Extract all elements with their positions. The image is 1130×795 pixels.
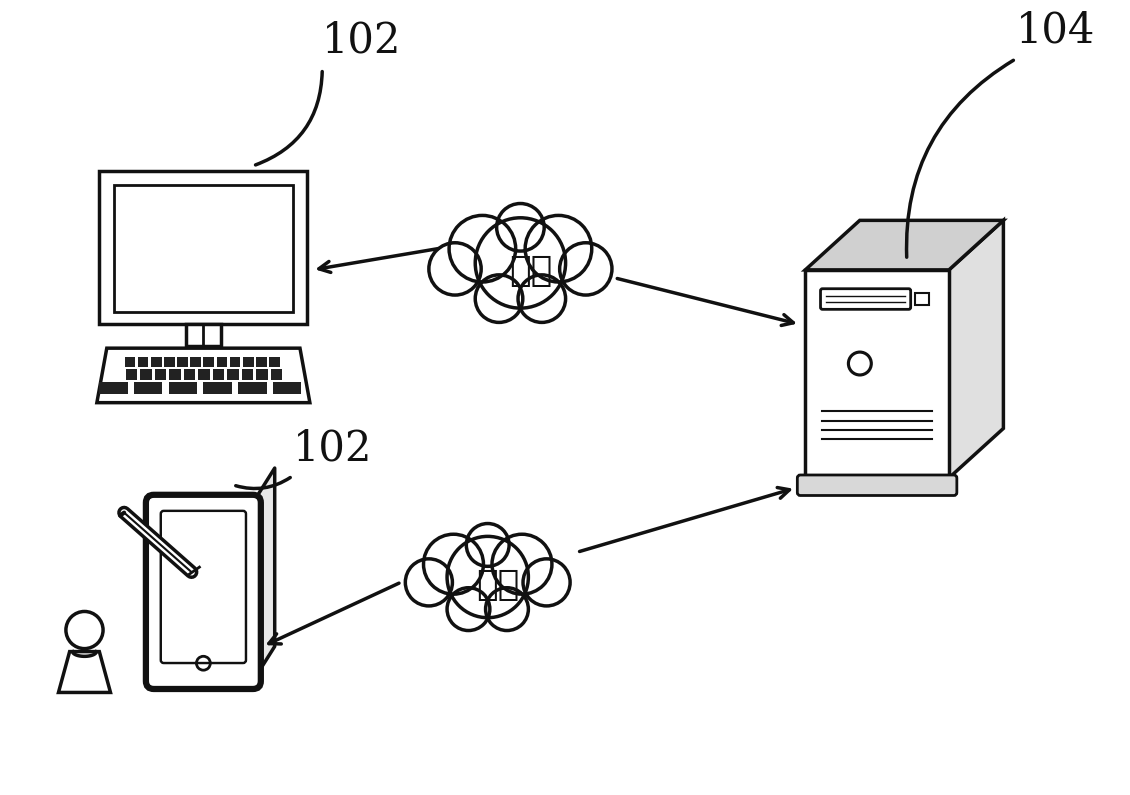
Polygon shape [59,652,111,692]
Circle shape [447,588,490,630]
Bar [203,382,232,394]
Text: 102: 102 [322,20,402,62]
Bar [238,382,267,394]
Bar [190,357,201,367]
Text: 网络: 网络 [476,568,520,602]
Bar [138,357,148,367]
Ellipse shape [455,231,585,308]
Bar [186,324,220,346]
Bar [150,357,162,367]
Circle shape [467,524,510,566]
Bar [99,382,128,394]
Polygon shape [97,348,310,402]
Bar [212,370,225,380]
FancyBboxPatch shape [820,289,911,309]
Bar [227,370,238,380]
Circle shape [476,275,523,323]
Bar [140,370,151,380]
Bar [170,370,181,380]
Circle shape [559,242,612,295]
Bar [229,357,241,367]
Circle shape [429,242,481,295]
Circle shape [424,534,484,594]
Circle shape [486,588,529,630]
Bar [270,370,282,380]
FancyBboxPatch shape [798,475,957,495]
Bar [168,382,197,394]
Bar [243,357,253,367]
Text: 104: 104 [1016,10,1095,52]
Polygon shape [949,220,1003,478]
Circle shape [525,215,592,282]
Circle shape [518,275,566,323]
Polygon shape [806,220,1003,270]
Bar [124,357,136,367]
Circle shape [476,218,566,308]
Circle shape [66,611,103,649]
Circle shape [449,215,515,282]
Bar [203,357,215,367]
Ellipse shape [429,548,547,617]
Bar [255,357,267,367]
Circle shape [497,204,545,251]
Bar [257,370,268,380]
Text: 102: 102 [293,427,372,469]
Bar [198,370,210,380]
Circle shape [492,534,551,594]
Bar [125,370,138,380]
Circle shape [406,559,452,606]
Bar [914,293,929,305]
Bar [164,357,175,367]
Bar [183,370,195,380]
Bar [217,357,227,367]
Text: 网络: 网络 [508,254,551,288]
Bar [269,357,280,367]
Bar [242,370,253,380]
Bar [155,370,166,380]
Bar [806,270,949,478]
Bar [177,357,188,367]
Bar [273,382,302,394]
Circle shape [523,559,571,606]
Bar [133,382,163,394]
Bar [99,171,307,324]
Polygon shape [253,468,275,681]
FancyBboxPatch shape [146,494,261,689]
Bar [114,184,293,312]
FancyBboxPatch shape [160,511,246,663]
Circle shape [447,537,529,618]
